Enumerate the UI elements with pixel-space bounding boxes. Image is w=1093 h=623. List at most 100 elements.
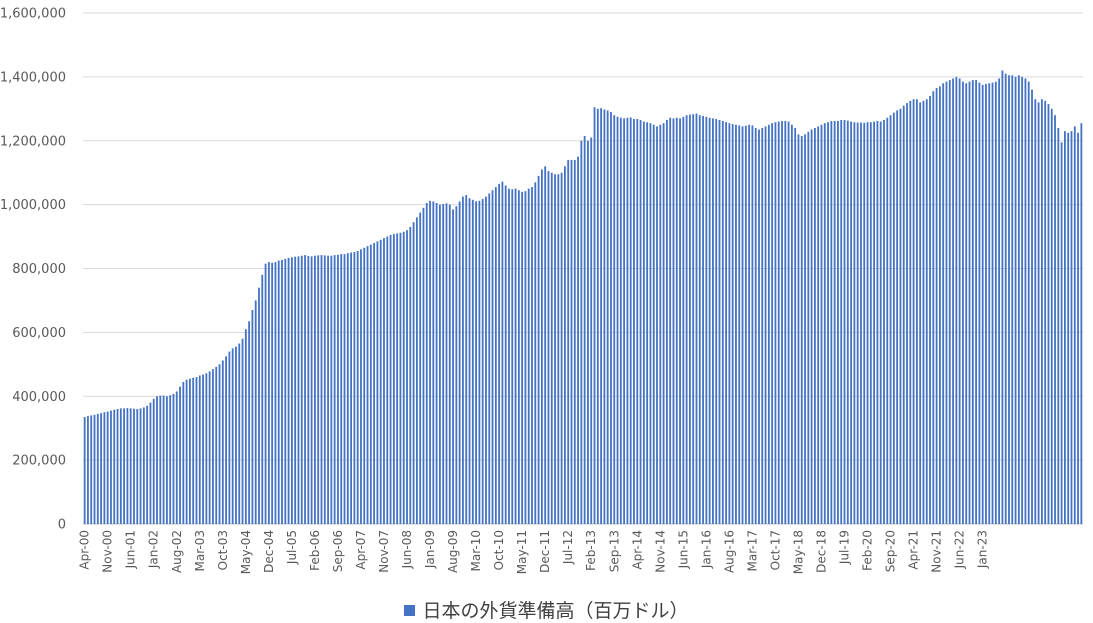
bar xyxy=(988,83,991,524)
x-tick-label: Apr-00 xyxy=(78,530,92,570)
bar xyxy=(294,256,297,524)
x-tick-label: Jan-16 xyxy=(699,530,713,569)
bar xyxy=(902,105,905,525)
bar xyxy=(1001,70,1004,525)
bar xyxy=(735,124,737,524)
bar xyxy=(922,100,925,524)
bar xyxy=(863,122,866,525)
bar xyxy=(159,395,162,524)
bar xyxy=(185,379,188,524)
bar xyxy=(1047,104,1050,525)
x-tick-label: Oct-03 xyxy=(216,530,230,570)
bar xyxy=(978,82,981,525)
bar xyxy=(373,242,376,524)
bar xyxy=(879,121,882,524)
x-tick-label: Jul-19 xyxy=(838,530,852,565)
bar xyxy=(244,329,247,524)
bar xyxy=(87,416,89,524)
bar xyxy=(198,375,201,524)
x-tick-label: Sep-13 xyxy=(607,530,621,572)
bar xyxy=(892,112,895,524)
legend-swatch xyxy=(404,605,416,616)
bar xyxy=(751,125,754,525)
bar xyxy=(715,119,718,524)
bar xyxy=(162,395,165,524)
bar xyxy=(567,159,570,524)
bar xyxy=(488,193,491,524)
x-axis: Apr-00 Nov-00 Jun-01 Jan-02 Aug-02 Mar-03 Oct-… xyxy=(78,530,990,574)
bar xyxy=(462,196,464,524)
bar xyxy=(850,121,852,524)
bar xyxy=(817,126,820,524)
bar xyxy=(692,114,695,525)
bar xyxy=(830,120,833,524)
bar xyxy=(399,232,402,525)
bar xyxy=(587,140,589,524)
bar xyxy=(478,200,481,525)
bar xyxy=(182,381,185,524)
bars xyxy=(83,70,1083,525)
bar xyxy=(642,121,645,524)
bar xyxy=(748,124,751,524)
bar xyxy=(781,120,783,524)
legend: 日本の外貨準備高（百万ドル） xyxy=(0,596,1093,623)
bar xyxy=(1040,99,1043,524)
bar xyxy=(356,250,359,524)
bar xyxy=(856,122,859,525)
bar xyxy=(1060,142,1063,524)
bar xyxy=(241,338,244,524)
x-tick-label: Mar-03 xyxy=(193,530,207,571)
bar xyxy=(126,408,129,524)
bar xyxy=(593,107,596,524)
x-tick-label: Dec-11 xyxy=(538,530,552,573)
bar xyxy=(386,236,389,524)
bar xyxy=(846,120,849,524)
bar xyxy=(392,234,395,524)
bar xyxy=(764,126,767,524)
bar xyxy=(919,102,922,525)
bar xyxy=(909,100,912,524)
bar xyxy=(402,231,405,524)
bar xyxy=(695,113,698,524)
bar xyxy=(419,212,422,525)
bar xyxy=(613,115,616,524)
bar xyxy=(797,134,800,525)
bar xyxy=(942,83,945,524)
bar xyxy=(804,134,806,525)
y-tick-label: 600,000 xyxy=(12,326,66,341)
bar xyxy=(215,366,218,524)
bar xyxy=(346,253,349,525)
bar xyxy=(267,262,270,524)
bar xyxy=(412,222,415,524)
bar xyxy=(307,256,310,524)
bar xyxy=(501,181,504,524)
bar xyxy=(794,127,797,524)
bar xyxy=(774,122,777,524)
bar xyxy=(208,371,211,524)
bar xyxy=(304,255,306,524)
bar xyxy=(258,287,260,524)
bar xyxy=(1057,127,1060,524)
bar xyxy=(758,129,760,524)
bar xyxy=(698,115,701,524)
bar xyxy=(636,119,639,524)
bar xyxy=(721,120,724,524)
bar xyxy=(179,386,181,524)
y-tick-label: 1,600,000 xyxy=(0,7,66,22)
bar xyxy=(139,408,142,524)
bar xyxy=(689,114,691,524)
x-tick-label: Jun-15 xyxy=(676,530,690,569)
bar xyxy=(1080,123,1083,525)
bar xyxy=(600,108,602,525)
bar xyxy=(702,115,704,524)
bar xyxy=(192,377,195,524)
bar xyxy=(100,413,102,524)
bar xyxy=(83,417,86,524)
bar xyxy=(363,247,366,525)
bar xyxy=(712,118,714,524)
bar xyxy=(264,263,267,524)
bar xyxy=(771,123,774,525)
bar xyxy=(837,120,839,524)
bar xyxy=(383,238,385,524)
bar xyxy=(985,83,987,525)
